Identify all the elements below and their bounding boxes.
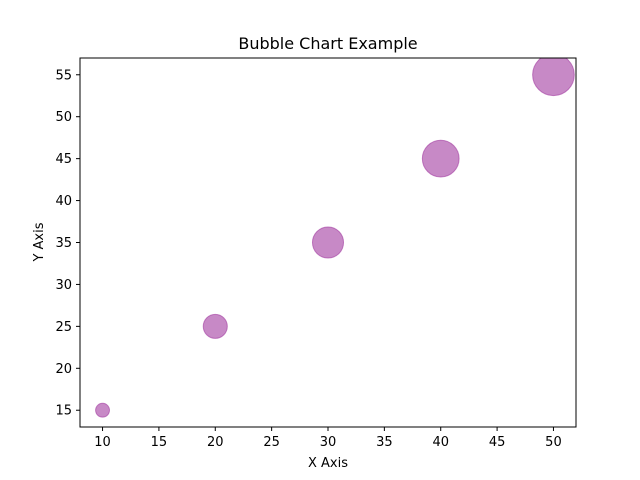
x-tick-label: 10 — [94, 435, 111, 450]
x-tick-label: 25 — [263, 435, 280, 450]
chart-title: Bubble Chart Example — [238, 34, 417, 53]
plot-area — [79, 57, 577, 428]
x-axis-ticks: 10 15 20 25 30 35 40 45 50 — [94, 427, 562, 450]
y-tick-label: 30 — [55, 278, 72, 293]
bubble-point — [532, 58, 575, 97]
bubble-point — [202, 313, 228, 339]
x-tick-label: 50 — [545, 435, 562, 450]
y-tick-label: 50 — [55, 110, 72, 125]
bubble-point — [421, 139, 460, 178]
y-tick-label: 55 — [55, 68, 72, 83]
y-tick-label: 15 — [55, 404, 72, 419]
y-axis-label: Y Axis — [32, 222, 47, 262]
y-tick-label: 35 — [55, 236, 72, 251]
bubble-point — [95, 402, 110, 418]
x-tick-label: 45 — [489, 435, 506, 450]
x-axis-label: X Axis — [308, 456, 348, 471]
x-tick-label: 30 — [320, 435, 337, 450]
x-tick-label: 35 — [376, 435, 393, 450]
x-tick-label: 40 — [432, 435, 449, 450]
y-tick-label: 40 — [55, 194, 72, 209]
bubble-point — [311, 226, 345, 259]
x-tick-label: 20 — [207, 435, 224, 450]
y-tick-label: 20 — [55, 362, 72, 377]
x-tick-label: 15 — [151, 435, 168, 450]
y-axis-ticks: 15 20 25 30 35 40 45 50 55 — [55, 68, 80, 419]
bubble-group — [95, 58, 575, 418]
y-tick-label: 45 — [55, 152, 72, 167]
y-tick-label: 25 — [55, 320, 72, 335]
